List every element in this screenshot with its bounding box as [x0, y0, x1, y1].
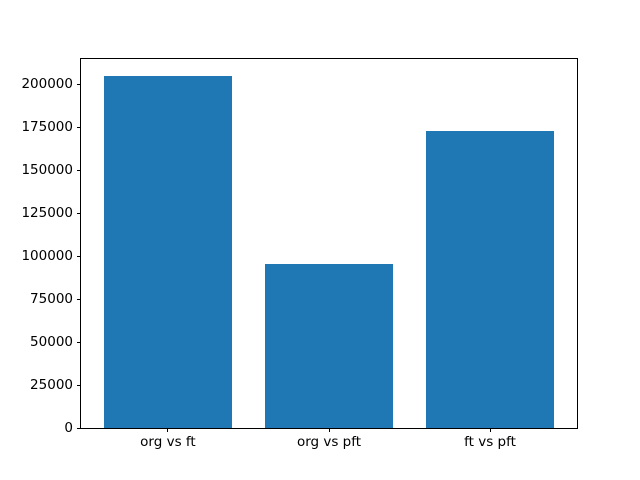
y-tick-mark [77, 298, 81, 300]
x-tick-label: ft vs pft [464, 434, 516, 450]
y-tick-mark [77, 384, 81, 386]
x-tick-label: org vs pft [296, 434, 362, 450]
y-tick-mark [77, 427, 81, 429]
y-tick-label: 50000 [30, 334, 73, 351]
x-tick-mark [328, 428, 330, 432]
x-tick-mark [167, 428, 169, 432]
y-tick-label: 0 [64, 420, 73, 436]
y-tick-mark [77, 83, 81, 85]
x-tick-label: org vs ft [140, 434, 196, 450]
y-tick-mark [77, 126, 81, 128]
y-tick-label: 125000 [21, 205, 73, 222]
y-tick-label: 200000 [21, 76, 73, 93]
bar [264, 264, 394, 428]
y-tick-mark [77, 212, 81, 214]
y-tick-label: 150000 [21, 162, 73, 179]
x-tick-mark [489, 428, 491, 432]
y-tick-label: 175000 [21, 119, 73, 136]
bar [425, 130, 555, 428]
plot-area: 0 25000 50000 75000 100000 125000 150000 175000… [21, 58, 578, 450]
y-tick-mark [77, 341, 81, 343]
y-tick-mark [77, 255, 81, 257]
y-tick-label: 75000 [30, 291, 73, 308]
y-tick-mark [77, 169, 81, 171]
y-tick-label: 100000 [21, 248, 73, 265]
y-tick-label: 25000 [30, 377, 73, 393]
bar [103, 76, 233, 428]
